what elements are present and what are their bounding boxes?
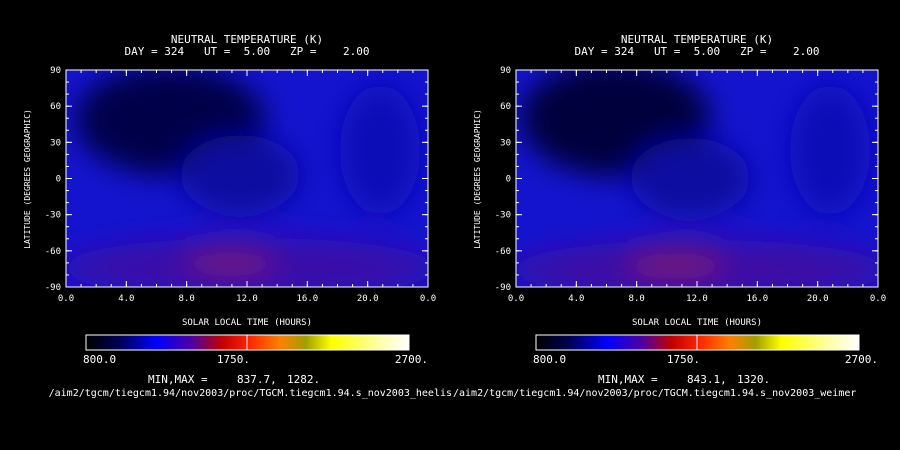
cool-region (180, 135, 300, 215)
plot-title: NEUTRAL TEMPERATURE (K) (621, 33, 773, 46)
max-value: 1320. (737, 373, 770, 386)
x-ticks: 0.0 4.0 8.0 12.0 16.0 20.0 0.0 (508, 70, 886, 304)
y-tick-label: -90 (495, 283, 511, 293)
min-value: 843.1, (687, 373, 727, 386)
plot-subtitle: DAY = 324 UT = 5.00 ZP = 2.00 (124, 45, 369, 58)
source-file: /aim2/tgcm/tiegcm1.94/nov2003/proc/TGCM.… (49, 388, 452, 399)
y-tick-label: 0 (56, 175, 61, 185)
panel-left: NEUTRAL TEMPERATURE (K) DAY = 324 UT = 5… (23, 33, 452, 399)
y-tick-label: 90 (500, 66, 511, 76)
colorbar-mid-label: 1750. (667, 353, 700, 366)
colorbar-min-label: 800.0 (533, 353, 566, 366)
y-axis-label: LATITUDE (DEGREES GEOGRAPHIC) (23, 109, 32, 249)
y-tick-label: 30 (50, 138, 61, 148)
x-tick-label: 0.0 (58, 294, 74, 304)
y-axis-label: LATITUDE (DEGREES GEOGRAPHIC) (473, 109, 482, 249)
max-value: 1282. (287, 373, 320, 386)
y-ticks: 90 60 30 0 -30 -60 -90 (45, 66, 428, 293)
x-tick-label: 12.0 (686, 294, 708, 304)
panel-right: NEUTRAL TEMPERATURE (K) DAY = 324 UT = 5… (453, 33, 886, 399)
x-tick-label: 16.0 (746, 294, 768, 304)
colorbar-max-label: 2700. (395, 353, 428, 366)
heatmap-field (516, 70, 878, 287)
x-tick-label: 0.0 (420, 294, 436, 304)
y-tick-label: -60 (45, 247, 61, 257)
x-tick-label: 20.0 (357, 294, 379, 304)
y-tick-label: 30 (500, 138, 511, 148)
x-axis-label: SOLAR LOCAL TIME (HOURS) (182, 318, 312, 328)
x-tick-label: 20.0 (807, 294, 829, 304)
y-tick-label: 60 (50, 102, 61, 112)
x-tick-label: 0.0 (870, 294, 886, 304)
y-tick-label: -90 (45, 283, 61, 293)
x-tick-label: 8.0 (629, 294, 645, 304)
plot-title: NEUTRAL TEMPERATURE (K) (171, 33, 323, 46)
x-tick-label: 4.0 (568, 294, 584, 304)
minmax-label: MIN,MAX = (598, 373, 658, 386)
minmax-label: MIN,MAX = (148, 373, 208, 386)
y-tick-label: -30 (45, 211, 61, 221)
cool-region-nightside (340, 85, 420, 215)
y-tick-label: -30 (495, 211, 511, 221)
x-tick-label: 16.0 (296, 294, 318, 304)
x-axis-label: SOLAR LOCAL TIME (HOURS) (632, 318, 762, 328)
colorbar-mid-label: 1750. (217, 353, 250, 366)
x-ticks: 0.0 4.0 8.0 12.0 16.0 20.0 0.0 (58, 70, 436, 304)
y-tick-label: -60 (495, 247, 511, 257)
source-file: /aim2/tgcm/tiegcm1.94/nov2003/proc/TGCM.… (453, 388, 856, 399)
x-tick-label: 0.0 (508, 294, 524, 304)
colorbar-min-label: 800.0 (83, 353, 116, 366)
x-tick-label: 12.0 (236, 294, 258, 304)
cool-region-nightside (790, 85, 870, 215)
hot-spot (627, 247, 723, 281)
x-tick-label: 8.0 (179, 294, 195, 304)
x-tick-label: 4.0 (118, 294, 134, 304)
y-tick-label: 60 (500, 102, 511, 112)
y-tick-label: 90 (50, 66, 61, 76)
cool-region (630, 138, 750, 218)
min-value: 837.7, (237, 373, 277, 386)
y-tick-label: 0 (506, 175, 511, 185)
heatmap-field (66, 70, 428, 287)
plot-subtitle: DAY = 324 UT = 5.00 ZP = 2.00 (574, 45, 819, 58)
colorbar-max-label: 2700. (845, 353, 878, 366)
hot-spot (185, 246, 275, 278)
y-ticks: 90 60 30 0 -30 -60 -90 (495, 66, 878, 293)
